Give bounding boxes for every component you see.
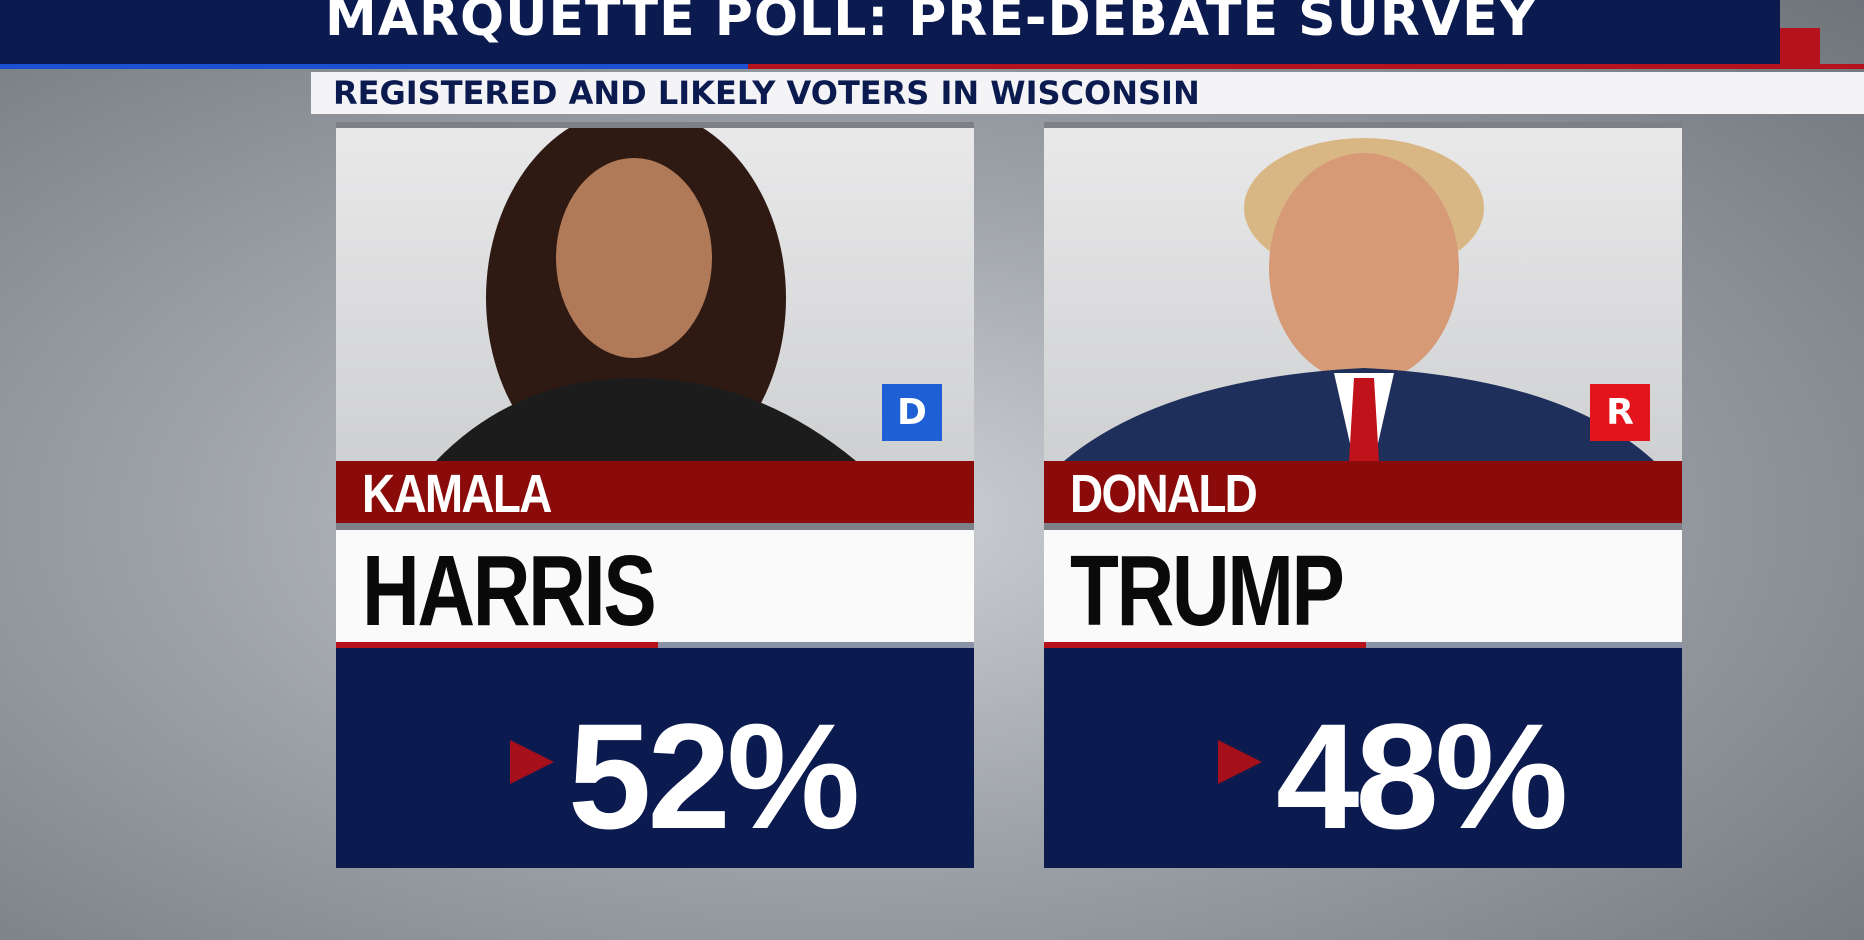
last-name: TRUMP [1070, 535, 1345, 647]
party-badge: R [1590, 384, 1650, 441]
title: MARQUETTE POLL: PRE-DEBATE SURVEY [325, 0, 1538, 48]
portrait [1064, 138, 1654, 461]
party-badge: D [882, 384, 942, 441]
subtitle: REGISTERED AND LIKELY VOTERS IN WISCONSI… [333, 74, 1200, 112]
first-name: DONALD [1070, 464, 1258, 524]
arrow [1218, 740, 1262, 784]
first-name-bar: DONALD [1044, 461, 1682, 524]
percent: 52% [568, 692, 860, 860]
candidate-card: D KAMALA HARRIS 52% [336, 122, 974, 868]
arrow [510, 740, 554, 784]
candidate-photo: R [1044, 128, 1682, 461]
candidate-card: R DONALD TRUMP 48% [1044, 122, 1682, 868]
accent [1780, 28, 1820, 64]
subtitle-bar: REGISTERED AND LIKELY VOTERS IN WISCONSI… [311, 72, 1864, 114]
portrait [436, 128, 856, 461]
percent: 48% [1276, 692, 1568, 860]
first-name-bar: KAMALA [336, 461, 974, 524]
candidate-photo: D [336, 128, 974, 461]
last-name: HARRIS [362, 535, 657, 647]
rule [748, 64, 1864, 69]
last-name-bar: TRUMP [1044, 530, 1682, 647]
rule [0, 64, 748, 69]
stripe [1044, 642, 1682, 648]
last-name-bar: HARRIS [336, 530, 974, 647]
first-name: KAMALA [362, 464, 552, 524]
percent-box: 52% [336, 648, 974, 868]
percent-box: 48% [1044, 648, 1682, 868]
stripe [336, 642, 974, 648]
title-bar: MARQUETTE POLL: PRE-DEBATE SURVEY [0, 0, 1780, 64]
